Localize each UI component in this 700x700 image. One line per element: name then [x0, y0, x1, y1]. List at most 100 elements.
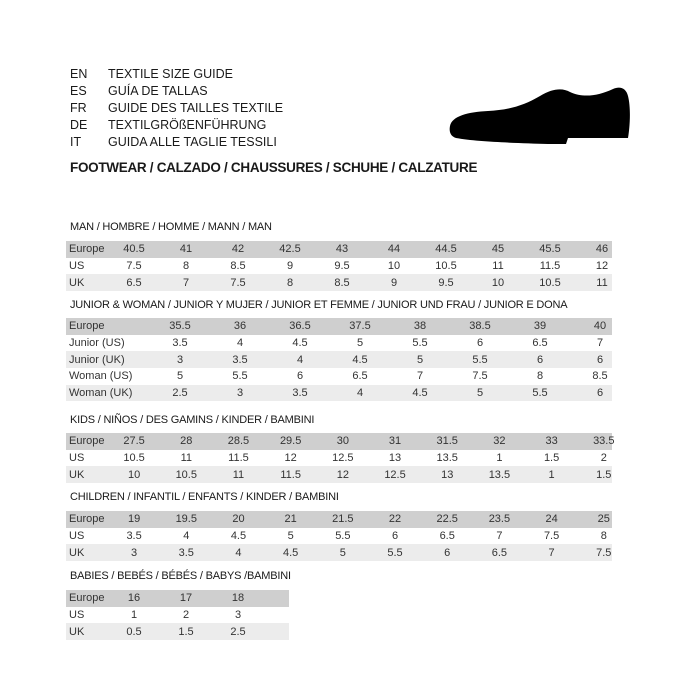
size-table: Europe 35.5 36 36.5 37.5 38 38.5 39 40 Junior (US…	[66, 318, 612, 402]
size-cell: 4	[236, 337, 244, 350]
row-label: Junior (US)	[69, 337, 125, 350]
size-cell: 7	[596, 337, 604, 350]
size-cell: 6	[596, 353, 604, 366]
size-cell: 45	[491, 243, 505, 256]
section-title: BABIES / BEBÉS / BÉBÉS / BABYS /BAMBINI	[70, 570, 291, 582]
size-cell: 46	[595, 243, 609, 256]
size-cell: 11.5	[228, 452, 249, 465]
size-cell: 4.5	[412, 387, 428, 400]
size-cell: 5	[416, 353, 424, 366]
table-row: Europe 40.5 41 42 42.5 43 44 44.5 45 45.5 46	[66, 241, 612, 258]
size-cell: 18	[231, 592, 245, 605]
table-row: US 10.5 11 11.5 12 12.5 13 13.5 1 1.5 2	[66, 449, 612, 467]
table-row: Woman (UK) 2.5 3 3.5 4 4.5 5 5.5 6	[66, 384, 612, 402]
size-table: Europe 27.5 28 28.5 29.5 30 31 31.5 32 33 33.5 US 10…	[66, 433, 614, 484]
size-cell: 8	[536, 370, 544, 383]
size-cell: 33.5	[593, 435, 615, 448]
size-cell: 17	[179, 592, 193, 605]
size-cell: 6.5	[126, 276, 142, 289]
size-cell: 21	[284, 513, 297, 526]
size-cell: 1.5	[178, 625, 194, 638]
size-cell: 2.5	[172, 387, 188, 400]
size-cell: 4.5	[292, 337, 308, 350]
size-cell: 4	[356, 387, 364, 400]
size-cell: 8.5	[334, 276, 350, 289]
size-cell: 13	[441, 468, 454, 481]
size-cell: 16	[127, 592, 141, 605]
size-cell: 4	[235, 546, 242, 559]
row-label: Europe	[69, 435, 105, 448]
language-title: GUIDE DES TAILLES TEXTILE	[108, 101, 284, 115]
size-cell: 12.5	[384, 468, 406, 481]
size-cell: 31	[388, 435, 402, 448]
size-cell: 22	[388, 513, 402, 526]
size-cell: 8	[182, 260, 190, 273]
size-cell: 28	[180, 435, 193, 448]
size-cell: 3.5	[172, 337, 188, 350]
size-cell: 5	[287, 530, 294, 543]
table-row: Europe 35.5 36 36.5 37.5 38 38.5 39 40	[66, 318, 612, 335]
size-cell: 3.5	[126, 530, 142, 543]
size-cell: 27.5	[123, 435, 145, 448]
size-cell: 7.5	[126, 260, 142, 273]
language-code: IT	[70, 135, 82, 149]
table-row: UK 3 3.5 4 4.5 5 5.5 6 6.5 7 7.5	[66, 544, 612, 562]
size-cell: 6.5	[491, 546, 508, 559]
size-cell: 20	[232, 513, 245, 526]
size-cell: 3.5	[232, 353, 248, 366]
size-cell: 25	[597, 513, 610, 526]
row-label: US	[69, 260, 85, 273]
row-label: US	[69, 530, 85, 543]
section-title: CHILDREN / INFANTIL / ENFANTS / KINDER /…	[70, 491, 339, 503]
size-cell: 6.5	[532, 337, 548, 350]
size-cell: 6	[444, 546, 451, 559]
size-cell: 7.5	[543, 530, 560, 543]
row-label: UK	[69, 468, 85, 481]
table-row: Junior (US) 3.5 4 4.5 5 5.5 6 6.5 7	[66, 334, 612, 352]
size-cell: 6	[596, 387, 604, 400]
row-label: Europe	[69, 592, 105, 605]
size-cell: 4	[183, 530, 190, 543]
table-row: US 7.5 8 8.5 9 9.5 10 10.5 11 11.5 12	[66, 257, 612, 275]
shoe-icon	[449, 87, 630, 144]
size-cell: 7.5	[472, 370, 488, 383]
size-cell: 1	[548, 468, 555, 481]
size-table: Europe 40.5 41 42 42.5 43 44 44.5 45 45.5 46 US 7.5 8…	[66, 241, 612, 292]
language-line-fr: FR GUIDE DES TAILLES TEXTILE	[70, 100, 283, 117]
size-cell: 5.5	[472, 353, 488, 366]
size-cell: 10	[491, 276, 505, 289]
row-label: Woman (UK)	[69, 387, 133, 400]
size-cell: 9.5	[438, 276, 454, 289]
size-cell: 1.5	[596, 468, 612, 481]
size-table: Europe 16 17 18 US 1 2 3 UK 0.5 1.5 2.5	[66, 590, 289, 641]
section-title: JUNIOR & WOMAN / JUNIOR Y MUJER / JUNIOR…	[70, 299, 568, 311]
size-cell: 5	[176, 370, 184, 383]
language-title: TEXTILGRÖßENFÜHRUNG	[108, 118, 267, 132]
size-cell: 36	[233, 320, 247, 333]
row-label: US	[69, 452, 85, 465]
size-cell: 7	[416, 370, 424, 383]
table-row: Europe 16 17 18	[66, 590, 289, 607]
size-cell: 6	[476, 337, 484, 350]
size-cell: 10	[127, 468, 141, 481]
size-cell: 4.5	[230, 530, 247, 543]
size-cell: 11	[492, 260, 504, 273]
size-cell: 37.5	[349, 320, 371, 333]
size-cell: 6.5	[352, 370, 368, 383]
table-row: UK 10 10.5 11 11.5 12 12.5 13 13.5 1 1.5	[66, 466, 612, 484]
size-cell: 3.5	[292, 387, 308, 400]
language-title: TEXTILE SIZE GUIDE	[108, 67, 234, 81]
size-cell: 9	[390, 276, 398, 289]
size-cell: 36.5	[289, 320, 311, 333]
size-cell: 38.5	[469, 320, 491, 333]
row-label: Junior (UK)	[69, 353, 125, 366]
size-cell: 10.5	[435, 260, 457, 273]
table-row: Europe 19 19.5 20 21 21.5 22 22.5 23.5 24 25	[66, 511, 612, 528]
size-cell: 5.5	[387, 546, 403, 559]
size-cell: 3	[176, 353, 184, 366]
table-row: Junior (UK) 3 3.5 4 4.5 5 5.5 6 6	[66, 351, 612, 369]
size-cell: 0.5	[126, 625, 142, 638]
language-code: ES	[70, 84, 87, 98]
size-cell: 4.5	[283, 546, 299, 559]
